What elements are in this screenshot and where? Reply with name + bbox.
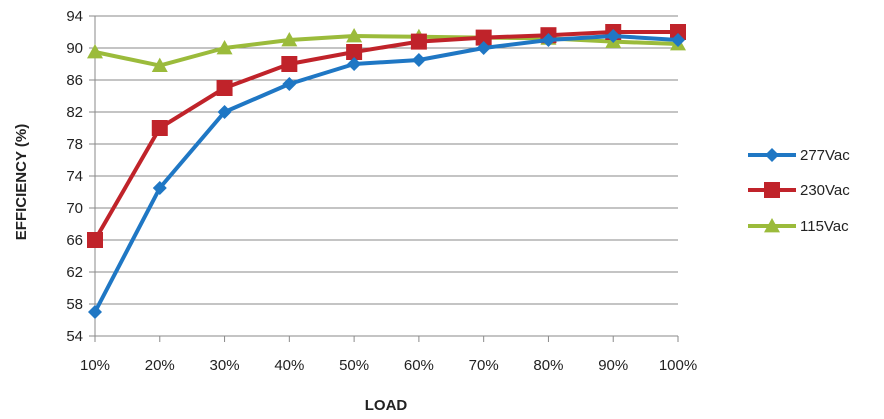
x-tick-label: 30% xyxy=(210,357,240,374)
data-point xyxy=(151,57,168,72)
legend-marker xyxy=(764,182,780,198)
data-point xyxy=(346,28,363,43)
data-point xyxy=(88,305,102,319)
data-point xyxy=(347,57,362,71)
data-point xyxy=(475,29,492,46)
legend-item-115vac: 115Vac xyxy=(748,218,849,235)
legend-marker xyxy=(764,218,780,233)
y-tick-label: 62 xyxy=(66,264,83,281)
x-tick-labels: 10% 20% 30% 40% 50% 60% 70% 80% 90% 100% xyxy=(80,357,697,374)
legend-label: 230Vac xyxy=(800,182,850,199)
series-277vac xyxy=(88,29,685,319)
data-point xyxy=(410,33,427,50)
data-point xyxy=(87,44,103,59)
x-tick-label: 50% xyxy=(339,357,369,374)
data-point xyxy=(476,41,491,55)
x-tick-label: 70% xyxy=(469,357,499,374)
y-tick-labels: 54 58 62 66 70 74 78 82 86 90 94 xyxy=(66,8,83,345)
data-point xyxy=(411,53,426,67)
data-point xyxy=(282,77,297,91)
x-tick-label: 10% xyxy=(80,357,110,374)
data-point xyxy=(216,80,233,96)
data-point xyxy=(152,181,167,195)
y-tick-label: 54 xyxy=(66,328,83,345)
legend-label: 115Vac xyxy=(800,218,849,235)
series-line xyxy=(93,30,678,242)
legend: 277Vac 230Vac 115Vac xyxy=(748,147,850,235)
x-tick-label: 60% xyxy=(404,357,434,374)
data-point xyxy=(217,105,232,119)
y-tick-label: 90 xyxy=(66,40,83,57)
data-point xyxy=(216,40,233,55)
y-tick-label: 70 xyxy=(66,200,83,217)
x-tick-label: 80% xyxy=(533,357,563,374)
legend-label: 277Vac xyxy=(800,147,850,164)
data-point xyxy=(346,44,363,60)
data-point xyxy=(281,32,298,47)
data-point xyxy=(671,33,685,47)
data-point xyxy=(541,33,556,47)
series-230vac xyxy=(87,24,686,248)
grid-lines xyxy=(95,15,678,337)
y-tick-label: 82 xyxy=(66,104,83,121)
y-tick-label: 66 xyxy=(66,232,83,249)
y-tick-label: 78 xyxy=(66,136,83,153)
y-tick-label: 58 xyxy=(66,296,83,313)
data-point xyxy=(151,120,168,136)
legend-marker xyxy=(765,148,779,162)
y-tick-label: 86 xyxy=(66,72,83,89)
x-tick-label: 20% xyxy=(145,357,175,374)
x-tick-label: 100% xyxy=(659,357,697,374)
legend-item-277vac: 277Vac xyxy=(748,147,850,164)
data-point xyxy=(670,24,686,40)
y-tick-label: 74 xyxy=(66,168,83,185)
y-axis-title: EFFICIENCY (%) xyxy=(13,124,30,240)
axes xyxy=(89,15,679,342)
x-tick-label: 90% xyxy=(598,357,628,374)
y-tick-label: 94 xyxy=(66,8,83,25)
x-tick-label: 40% xyxy=(274,357,304,374)
series-line xyxy=(93,34,679,313)
x-axis-title: LOAD xyxy=(365,397,408,414)
legend-item-230vac: 230Vac xyxy=(748,182,850,199)
data-point xyxy=(281,56,298,72)
data-point xyxy=(87,232,103,248)
data-point xyxy=(606,29,621,43)
data-series xyxy=(87,24,686,319)
